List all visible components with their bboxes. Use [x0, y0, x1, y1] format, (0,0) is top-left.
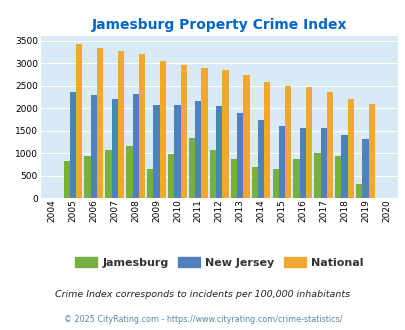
Bar [97, 48, 103, 198]
Bar [147, 169, 153, 198]
Bar [64, 161, 70, 198]
Bar [91, 95, 97, 198]
Bar [159, 61, 166, 198]
Bar [293, 159, 299, 198]
Bar [201, 68, 207, 198]
Text: Crime Index corresponds to incidents per 100,000 inhabitants: Crime Index corresponds to incidents per… [55, 290, 350, 299]
Bar [368, 104, 374, 198]
Bar [264, 82, 270, 198]
Bar [117, 51, 124, 198]
Bar [320, 128, 326, 198]
Bar [272, 169, 278, 198]
Bar [195, 101, 201, 198]
Bar [76, 44, 82, 198]
Bar [209, 150, 215, 198]
Bar [132, 94, 139, 198]
Bar [188, 138, 195, 198]
Bar [70, 92, 76, 198]
Bar [299, 128, 305, 198]
Bar [230, 159, 237, 198]
Bar [215, 106, 222, 198]
Bar [139, 54, 145, 198]
Bar [362, 139, 368, 198]
Bar [111, 99, 117, 198]
Bar [257, 120, 264, 198]
Bar [153, 105, 159, 198]
Bar [222, 70, 228, 198]
Title: Jamesburg Property Crime Index: Jamesburg Property Crime Index [91, 18, 346, 32]
Bar [126, 146, 132, 198]
Bar [347, 99, 353, 198]
Bar [278, 126, 284, 198]
Bar [313, 153, 320, 198]
Bar [335, 156, 341, 198]
Bar [355, 183, 362, 198]
Bar [105, 150, 111, 198]
Bar [84, 156, 91, 198]
Bar [180, 65, 186, 198]
Bar [243, 75, 249, 198]
Legend: Jamesburg, New Jersey, National: Jamesburg, New Jersey, National [70, 252, 367, 272]
Bar [305, 87, 311, 198]
Bar [237, 113, 243, 198]
Bar [284, 86, 291, 198]
Bar [341, 135, 347, 198]
Text: © 2025 CityRating.com - https://www.cityrating.com/crime-statistics/: © 2025 CityRating.com - https://www.city… [64, 315, 341, 324]
Bar [168, 154, 174, 198]
Bar [326, 91, 332, 198]
Bar [251, 167, 257, 198]
Bar [174, 105, 180, 198]
